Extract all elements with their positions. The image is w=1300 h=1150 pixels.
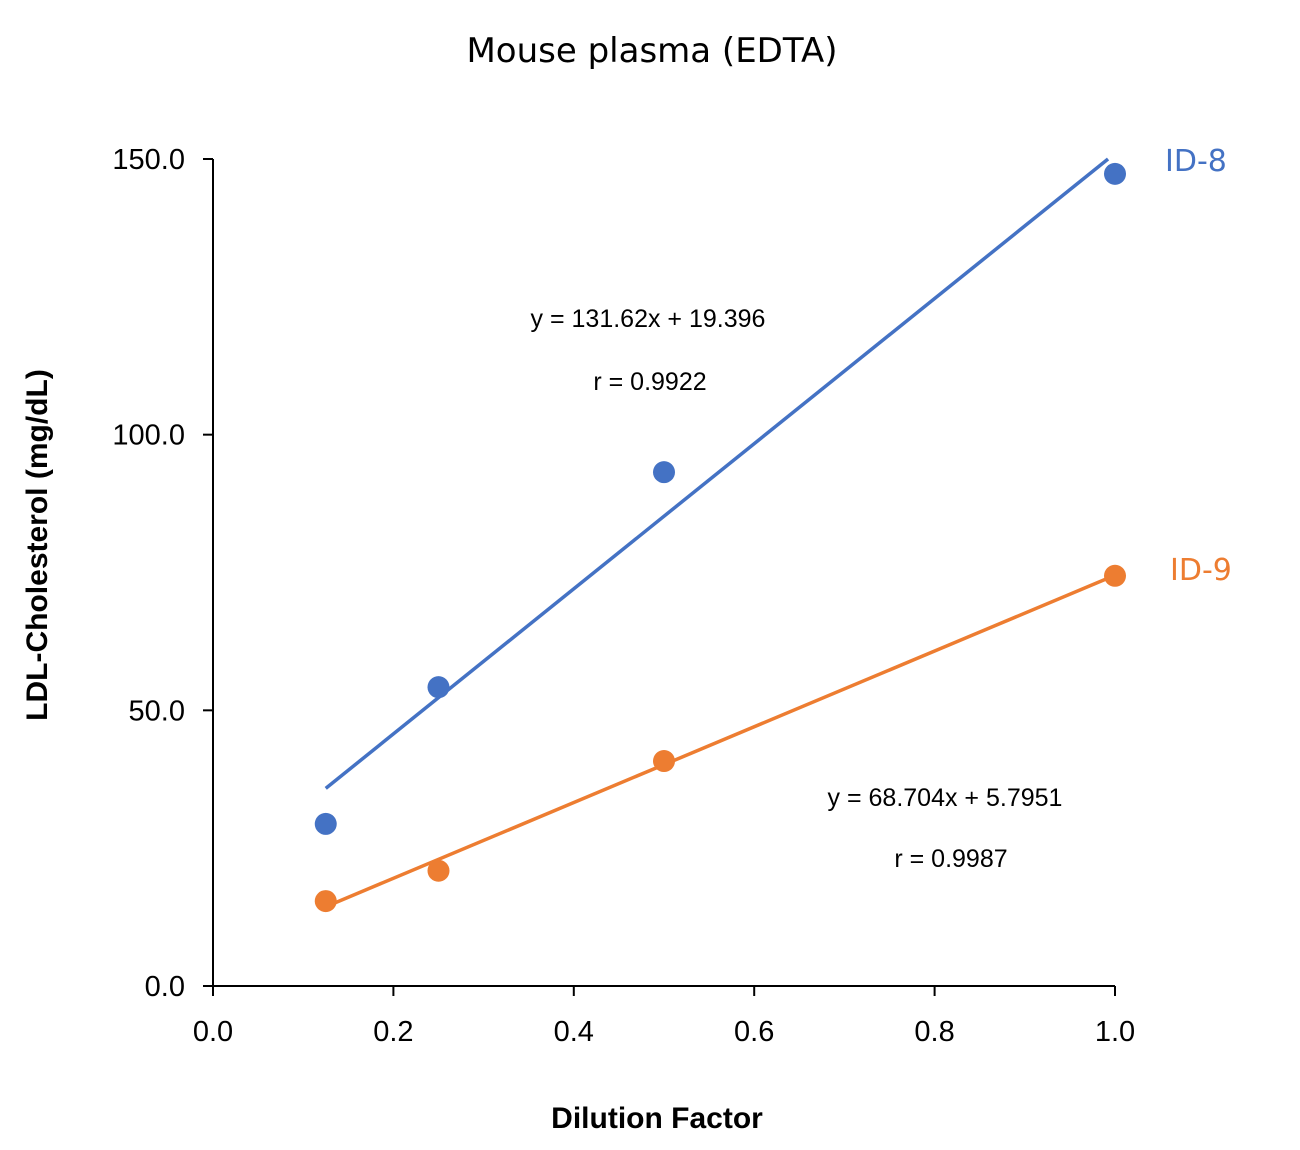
id8-equation: y = 131.62x + 19.396: [531, 305, 766, 333]
x-tick-label: 0.2: [373, 1016, 413, 1048]
x-axis-label: Dilution Factor: [551, 1102, 763, 1135]
id8-series-label: ID-8: [1165, 144, 1227, 179]
y-axis-label: LDL-Cholesterol (mg/dL): [21, 369, 54, 721]
data-point-id-8: [314, 812, 337, 835]
x-tick-label: 0.0: [193, 1016, 233, 1048]
data-point-id-9: [1104, 564, 1126, 587]
data-point-id-8: [653, 461, 675, 484]
y-tick-label: 100.0: [112, 420, 185, 452]
id9-r-value: r = 0.9987: [894, 845, 1007, 873]
x-tick-label: 1.0: [1095, 1016, 1135, 1048]
x-tick-label: 0.4: [554, 1016, 594, 1048]
data-point-id-9: [653, 750, 675, 773]
chart-title: Mouse plasma (EDTA): [466, 31, 837, 71]
data-point-id-8: [1104, 162, 1126, 185]
id9-equation: y = 68.704x + 5.7951: [828, 784, 1063, 812]
id8-r-value: r = 0.9922: [593, 368, 706, 396]
y-tick-label: 150.0: [112, 144, 185, 176]
data-point-id-8: [427, 676, 450, 699]
y-tick-label: 50.0: [129, 695, 185, 727]
id9-series-label: ID-9: [1170, 553, 1232, 588]
y-tick-label: 0.0: [145, 971, 185, 1003]
x-tick-label: 0.8: [914, 1016, 954, 1048]
x-tick-label: 0.6: [734, 1016, 774, 1048]
trendline-id-9: [325, 573, 1116, 909]
trendline-id-8: [324, 157, 1110, 790]
data-point-id-9: [427, 859, 450, 882]
data-point-id-9: [314, 890, 337, 913]
